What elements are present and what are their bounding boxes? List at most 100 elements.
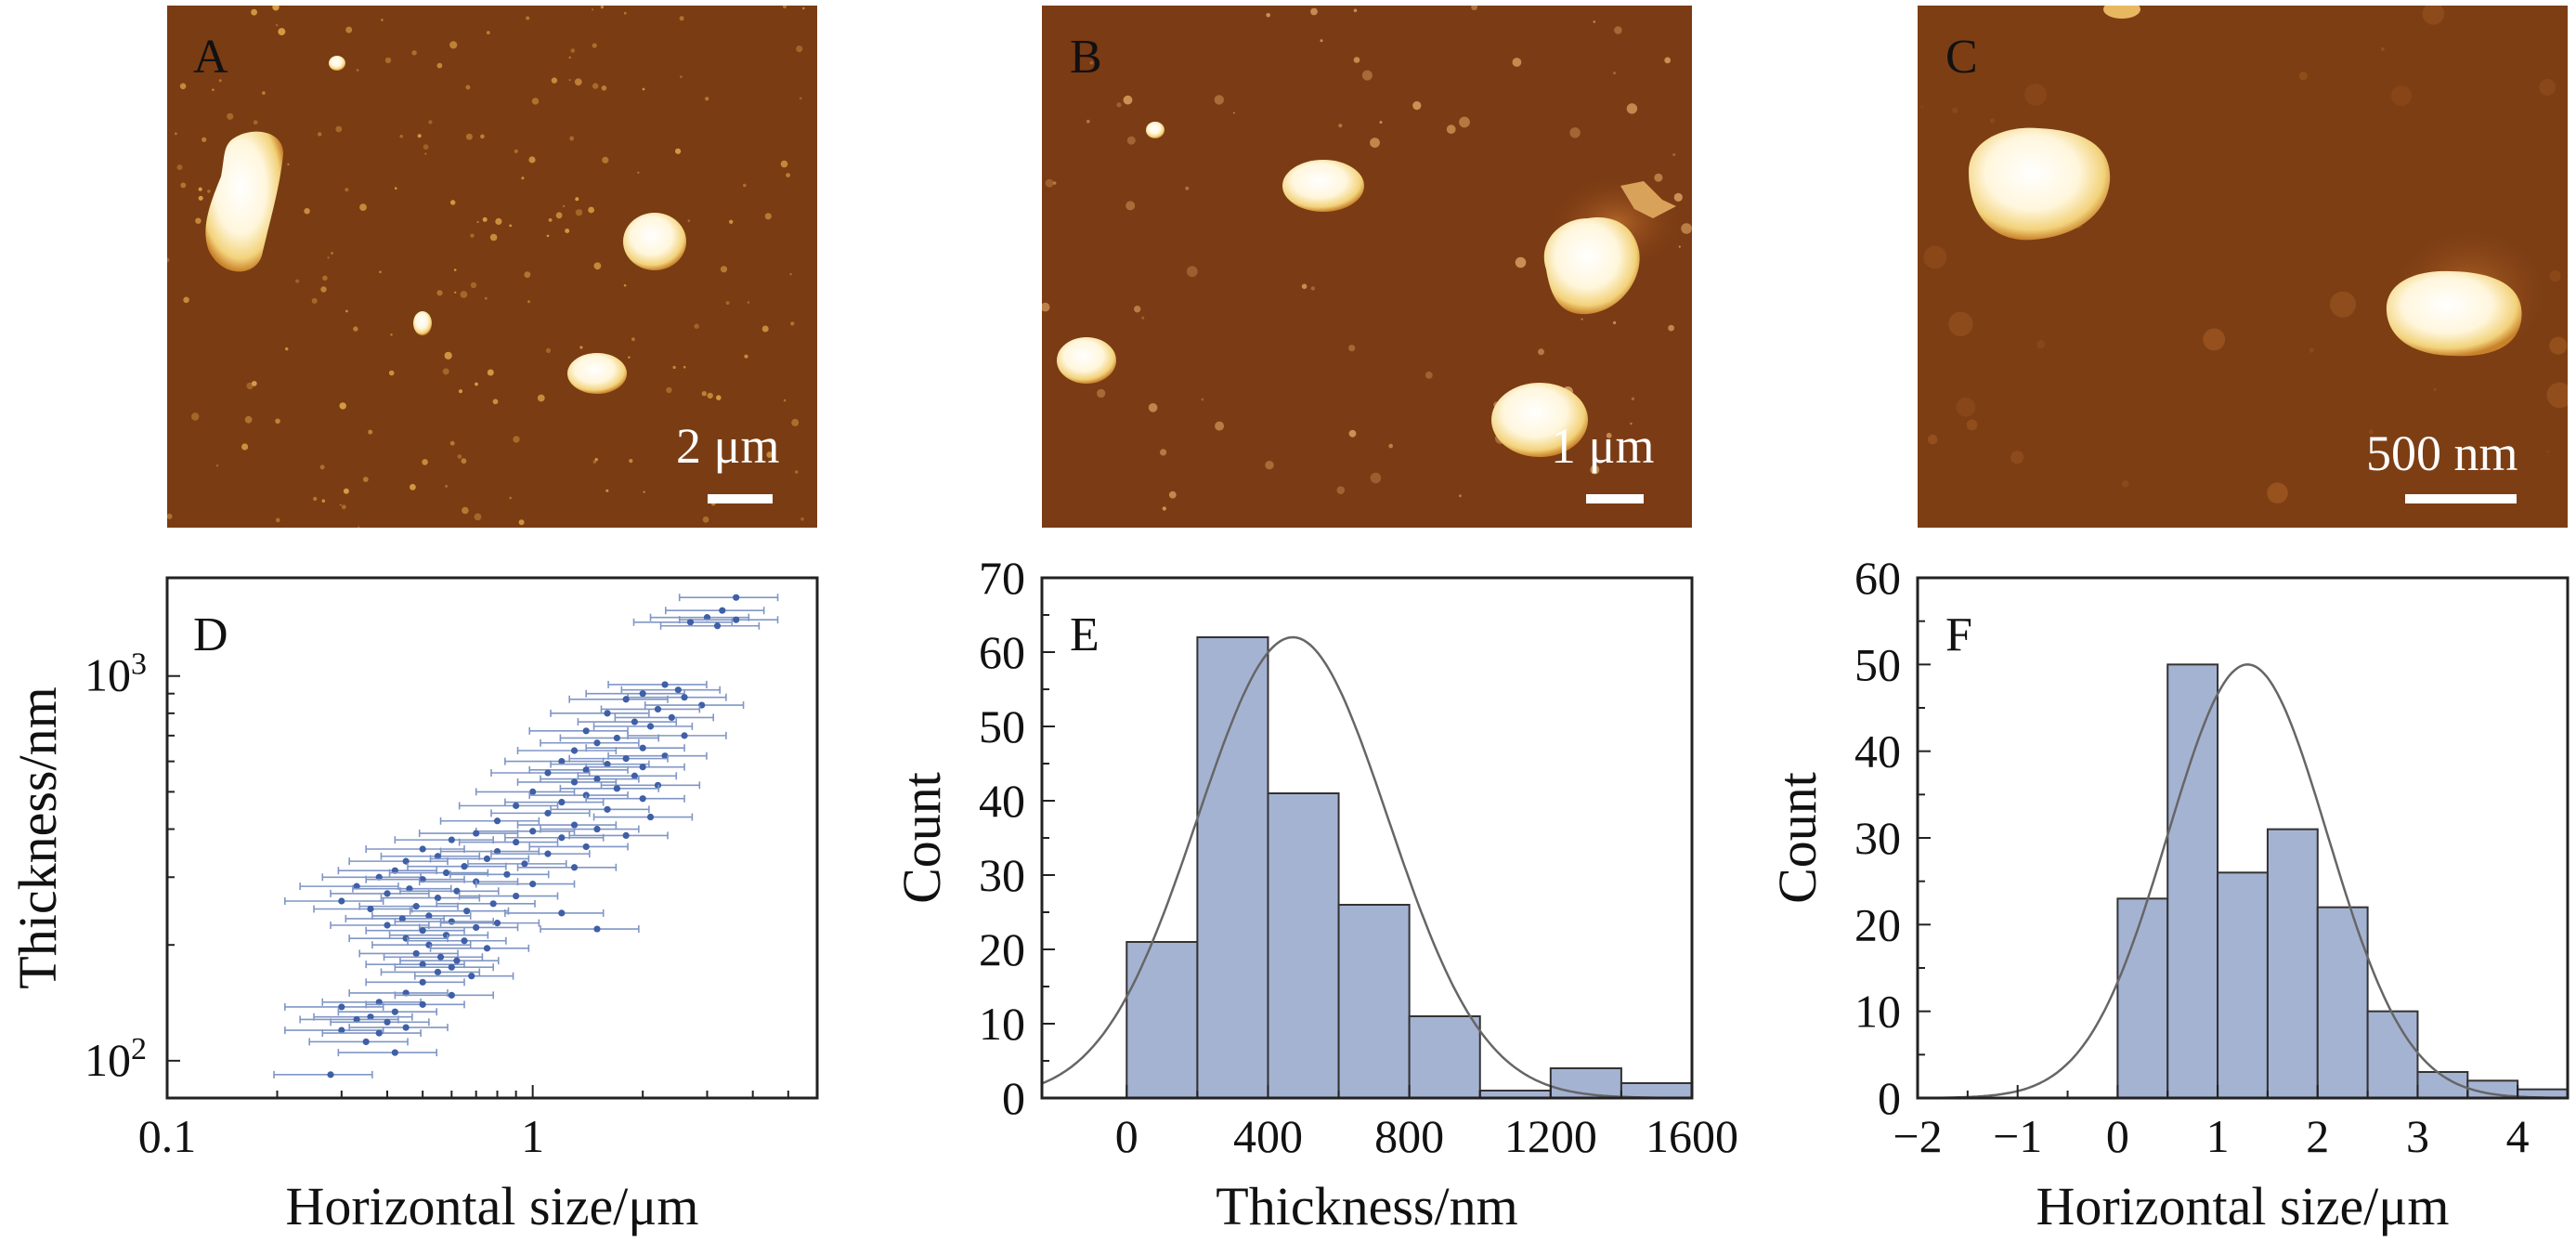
surface-dot: [1379, 121, 1383, 124]
scale-bar: [708, 494, 773, 503]
y-tick-label: 40: [979, 775, 1025, 827]
surface-dot: [729, 219, 734, 224]
data-point: [483, 855, 491, 863]
surface-dot: [379, 270, 382, 274]
x-axis-label: Horizontal size/μm: [2036, 1176, 2449, 1236]
surface-dot: [546, 234, 550, 238]
surface-dot: [716, 395, 722, 400]
particle: [329, 56, 345, 71]
surface-dot: [1668, 324, 1674, 332]
surface-dot: [195, 217, 202, 224]
data-point: [513, 892, 520, 900]
surface-dot: [1148, 403, 1158, 412]
surface-dot: [783, 6, 787, 8]
surface-dot: [679, 75, 683, 79]
surface-dot: [702, 516, 709, 523]
surface-dot: [390, 333, 393, 336]
chart-d: 0.1 1 102 103 D Horizontal size/μm Thicknes…: [7, 576, 819, 1236]
data-point: [570, 778, 579, 786]
x-tick-label: 0: [2106, 1110, 2129, 1162]
surface-dot: [1459, 494, 1462, 498]
surface-dot: [436, 62, 443, 69]
surface-dot: [1606, 432, 1612, 438]
scale-bar: [2405, 494, 2517, 503]
surface-dot: [1266, 12, 1270, 18]
surface-dot: [1086, 119, 1090, 124]
surface-dot: [454, 291, 457, 294]
data-point: [419, 1000, 426, 1008]
surface-dot: [637, 171, 640, 174]
surface-dot: [565, 229, 570, 233]
surface-dot: [368, 429, 373, 435]
surface-dot: [509, 496, 512, 500]
surface-dot: [1045, 178, 1054, 188]
surface-dot: [381, 19, 384, 21]
particle: [567, 353, 627, 394]
surface-dot: [579, 346, 583, 349]
data-point: [436, 953, 445, 961]
surface-dot: [531, 98, 540, 105]
surface-dot: [343, 488, 349, 494]
surface-dot: [251, 381, 257, 386]
surface-dot: [592, 460, 596, 464]
surface-dot: [1989, 118, 1996, 124]
surface-dot: [592, 8, 594, 11]
surface-dot: [183, 296, 189, 304]
surface-dot: [1569, 127, 1581, 138]
surface-dot: [2433, 387, 2437, 391]
particle: [2386, 270, 2522, 357]
surface-dot: [1948, 311, 1973, 336]
surface-dot: [262, 91, 266, 95]
surface-dot: [666, 386, 672, 394]
surface-dot: [179, 83, 187, 90]
surface-dot: [475, 382, 478, 386]
data-point: [327, 1071, 334, 1079]
surface-dot: [1626, 103, 1638, 114]
y-tick-label: 0: [1878, 1072, 1901, 1124]
y-tick-label: 50: [1854, 638, 1901, 690]
data-point: [646, 813, 655, 821]
panel-letter-e: E: [1070, 608, 1099, 661]
surface-dot: [513, 436, 520, 443]
data-point: [384, 1018, 391, 1026]
surface-dot: [319, 464, 325, 470]
surface-dot: [417, 134, 422, 138]
surface-dot: [1215, 421, 1225, 431]
y-axis-label: Count: [1767, 772, 1828, 904]
surface-dot: [764, 213, 772, 220]
histogram-bar: [2166, 663, 2219, 1099]
data-point: [558, 834, 566, 842]
surface-dot: [790, 321, 795, 326]
surface-dot: [476, 221, 479, 223]
surface-dot: [410, 484, 416, 490]
data-point: [681, 732, 688, 739]
surface-dots: [167, 6, 805, 528]
gaussian-fit-curve: [1041, 635, 1692, 1100]
surface-dot: [679, 16, 684, 21]
surface-dot: [345, 188, 349, 192]
surface-dot: [623, 11, 627, 15]
scale-bar: [1586, 494, 1644, 503]
data-point: [384, 890, 391, 897]
surface-dot: [1336, 486, 1346, 494]
data-point: [398, 915, 406, 922]
particle: [2103, 6, 2140, 19]
surface-dot: [295, 279, 300, 283]
surface-dot: [1232, 111, 1235, 114]
surface-dot: [548, 218, 553, 222]
particle: [1543, 217, 1640, 315]
panel-letter-f: F: [1945, 608, 1972, 661]
data-point: [513, 802, 520, 809]
surface-dot: [1370, 472, 1382, 484]
surface-dot: [1512, 58, 1522, 67]
surface-dot: [424, 152, 427, 155]
data-point: [661, 752, 669, 760]
surface-dot: [339, 503, 342, 506]
surface-dot: [1966, 419, 1978, 431]
surface-dot: [445, 484, 449, 488]
data-point: [419, 961, 426, 968]
histogram-bar: [1408, 1015, 1481, 1099]
surface-dot: [495, 217, 502, 225]
surface-dot: [244, 415, 253, 424]
